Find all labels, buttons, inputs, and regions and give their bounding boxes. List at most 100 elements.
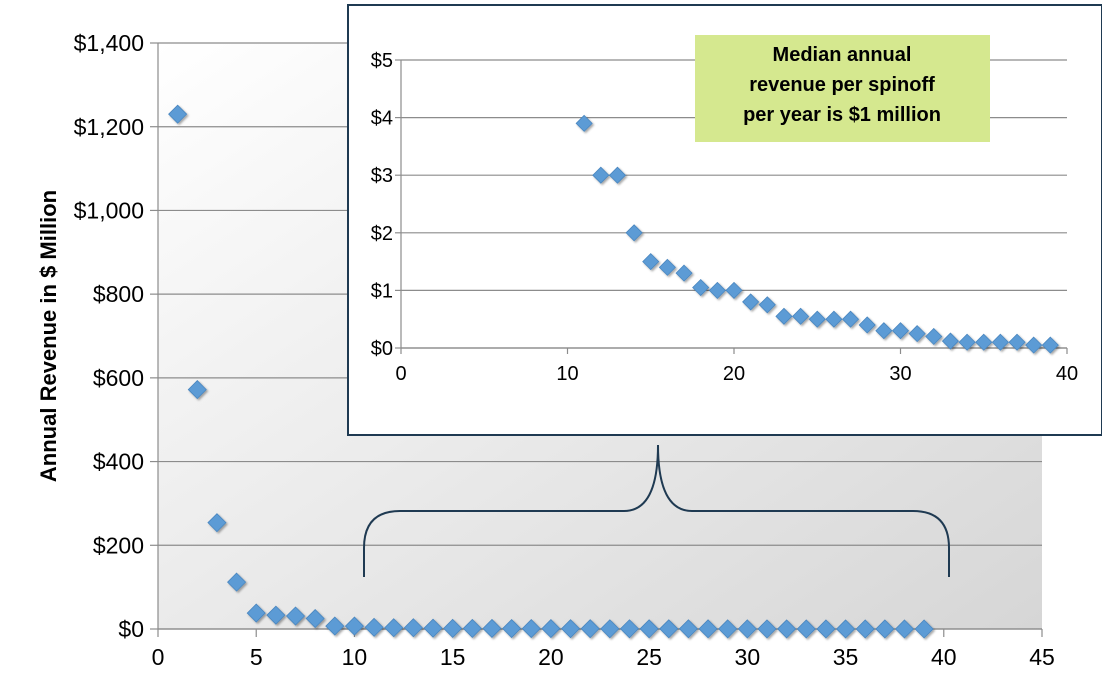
- y-axis-label: Annual Revenue in $ Million: [36, 190, 61, 482]
- main-x-tick-label: 5: [250, 644, 263, 670]
- main-data-point: [678, 619, 698, 639]
- inset-x-tick-label: 30: [889, 363, 911, 385]
- main-x-tick-label: 30: [735, 644, 761, 670]
- inset-data-point: [775, 307, 793, 325]
- main-data-point: [894, 619, 915, 639]
- main-data-point: [639, 619, 659, 639]
- inset-data-point: [941, 332, 960, 350]
- inset-data-point: [675, 264, 693, 282]
- main-data-point: [443, 618, 463, 638]
- main-data-point: [344, 616, 365, 636]
- main-y-tick-labels: $0 $200 $400 $600 $800 $1,000 $1,200 $1,400: [74, 30, 144, 642]
- inset-data-point: [608, 166, 627, 184]
- inset-data-point: [841, 310, 860, 328]
- inset-data-point: [958, 333, 976, 351]
- main-data-point: [423, 618, 443, 638]
- main-x-tick-label: 0: [152, 644, 165, 670]
- main-data-point: [619, 619, 640, 639]
- inset-data-point: [792, 307, 810, 325]
- inset-x-tick-label: 40: [1056, 363, 1078, 385]
- main-x-tick-labels: 0 5 10 15 20 25 30 35 40 45: [152, 644, 1055, 670]
- main-data-point: [600, 619, 620, 639]
- inset-data-point: [625, 224, 643, 242]
- median-annotation-line-3: per year is $1 million: [743, 104, 941, 126]
- main-y-tick-label: $400: [93, 449, 144, 475]
- main-data-point: [914, 619, 934, 639]
- main-data-point: [816, 619, 836, 639]
- inset-data-point: [991, 333, 1009, 351]
- inset-y-tick-label: $3: [371, 165, 393, 187]
- main-data-point: [227, 572, 247, 592]
- main-data-point: [168, 104, 188, 124]
- median-annotation-line-1: Median annual: [773, 44, 912, 66]
- main-x-tick-label: 35: [833, 644, 859, 670]
- inset-data-point: [742, 293, 760, 311]
- main-x-tick-label: 10: [342, 644, 368, 670]
- inset-y-tick-label: $2: [371, 223, 393, 245]
- main-y-tick-label: $800: [93, 281, 144, 307]
- main-y-tick-label: $0: [118, 616, 144, 642]
- main-data-point: [580, 619, 600, 639]
- median-annotation-box: [695, 35, 990, 142]
- inset-data-point: [891, 322, 910, 340]
- main-x-tick-label: 25: [636, 644, 662, 670]
- inset-data-point: [725, 281, 743, 299]
- zoom-brace: [363, 444, 950, 577]
- main-data-point: [246, 603, 266, 623]
- main-data-point: [835, 619, 856, 639]
- main-data-point: [560, 619, 581, 639]
- inset-data-point: [592, 166, 610, 184]
- main-y-tick-label: $200: [93, 532, 144, 558]
- inset-data-point: [1041, 336, 1059, 354]
- inset-y-tick-labels: $0 $1 $2 $3 $4 $5: [371, 50, 393, 360]
- inset-y-tick-label: $4: [371, 108, 393, 130]
- inset-data-point: [708, 281, 726, 299]
- inset-data-point: [825, 310, 843, 328]
- main-data-point: [187, 380, 207, 400]
- inset-data-point: [975, 333, 993, 351]
- inset-data-point: [642, 253, 660, 271]
- main-data-point: [796, 619, 816, 639]
- main-data-point: [737, 619, 757, 639]
- main-data-point: [502, 618, 522, 639]
- main-x-tick-label: 15: [440, 644, 466, 670]
- main-data-point: [207, 513, 227, 533]
- median-annotation: Median annual revenue per spinoff per ye…: [695, 35, 990, 142]
- inset-data-point: [925, 327, 943, 346]
- main-data-point: [777, 619, 797, 639]
- main-y-tick-label: $1,400: [74, 30, 144, 56]
- main-data-points: [168, 104, 934, 639]
- main-y-tick-label: $1,200: [74, 114, 144, 140]
- main-y-tick-label: $1,000: [74, 197, 144, 223]
- main-data-point: [541, 619, 561, 639]
- inset-data-point: [1008, 333, 1026, 351]
- inset-data-points: [575, 114, 1059, 354]
- main-data-point: [305, 608, 325, 629]
- inset-data-point: [692, 278, 710, 297]
- main-data-point: [718, 619, 738, 639]
- inset-data-point: [658, 258, 676, 276]
- main-data-point: [462, 618, 482, 638]
- main-data-point: [403, 618, 423, 638]
- main-data-point: [875, 619, 895, 639]
- main-data-point: [266, 605, 286, 625]
- main-x-tick-label: 40: [931, 644, 957, 670]
- inset-data-point: [758, 296, 776, 314]
- main-data-point: [285, 606, 306, 626]
- main-y-tick-label: $600: [93, 365, 144, 391]
- inset-chart: $0 $1 $2 $3 $4 $5 0 10 20 30 40 Median annual rev…: [347, 4, 1102, 436]
- main-x-tick-label: 20: [538, 644, 564, 670]
- main-data-point: [659, 619, 679, 639]
- inset-x-tick-label: 20: [723, 363, 745, 385]
- main-data-point: [482, 618, 502, 639]
- inset-data-point: [1025, 336, 1043, 354]
- median-annotation-line-2: revenue per spinoff: [749, 74, 935, 96]
- inset-y-tick-label: $5: [371, 50, 393, 72]
- inset-data-point: [858, 316, 876, 334]
- main-data-point: [757, 619, 777, 639]
- inset-data-point: [875, 322, 893, 340]
- main-data-point: [855, 619, 875, 639]
- inset-gridlines: [395, 59, 1068, 354]
- main-data-point: [325, 616, 345, 636]
